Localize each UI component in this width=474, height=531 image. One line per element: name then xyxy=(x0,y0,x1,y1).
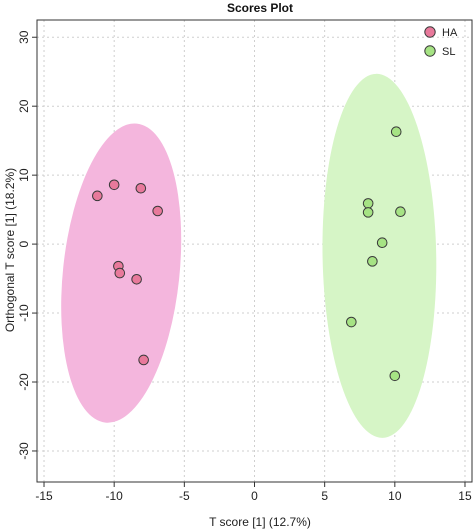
point-sl xyxy=(376,237,388,249)
point-sl xyxy=(390,126,402,138)
plot-title: Scores Plot xyxy=(227,1,293,15)
y-tick-label: 20 xyxy=(17,99,31,113)
y-tick-label: -30 xyxy=(17,442,31,460)
x-tick-label: -15 xyxy=(35,489,53,503)
x-tick-label: 0 xyxy=(251,489,258,503)
x-tick-label: 10 xyxy=(388,489,402,503)
x-tick-label: 15 xyxy=(458,489,472,503)
x-axis-ticks: -15 -10 -5 0 5 10 15 xyxy=(35,482,472,503)
point-ha xyxy=(135,182,147,194)
point-sl xyxy=(362,198,374,209)
ellipse-sl xyxy=(322,73,437,438)
legend-label-ha: HA xyxy=(442,27,458,39)
x-axis-label: T score [1] (12.7%) xyxy=(209,515,311,529)
legend-marker-ha xyxy=(424,26,436,38)
y-axis-label: Orthogonal T score [1] (18.2%) xyxy=(3,168,17,332)
point-ha xyxy=(114,267,126,279)
y-tick-label: -20 xyxy=(17,373,31,391)
point-sl xyxy=(346,316,357,328)
legend-label-sl: SL xyxy=(442,46,455,58)
point-sl xyxy=(389,370,401,382)
y-tick-label: -10 xyxy=(17,304,31,322)
y-axis-ticks: -30 -20 -10 0 10 20 30 xyxy=(17,30,37,460)
point-ha xyxy=(138,354,149,366)
x-tick-label: -10 xyxy=(106,489,124,503)
point-ha xyxy=(131,273,142,285)
confidence-ellipses xyxy=(61,73,437,438)
point-sl xyxy=(395,206,406,217)
y-tick-label: 0 xyxy=(17,240,31,247)
legend-marker-sl xyxy=(424,45,436,57)
x-tick-label: 5 xyxy=(321,489,328,503)
data-points xyxy=(92,126,406,382)
point-ha xyxy=(92,190,103,202)
point-sl xyxy=(367,256,378,267)
legend: HA SL xyxy=(424,26,458,58)
y-tick-label: 30 xyxy=(17,30,31,44)
point-sl xyxy=(362,207,374,218)
point-ha xyxy=(108,179,120,191)
y-tick-label: 10 xyxy=(17,168,31,182)
point-ha xyxy=(152,205,163,217)
x-tick-label: -5 xyxy=(179,489,190,503)
